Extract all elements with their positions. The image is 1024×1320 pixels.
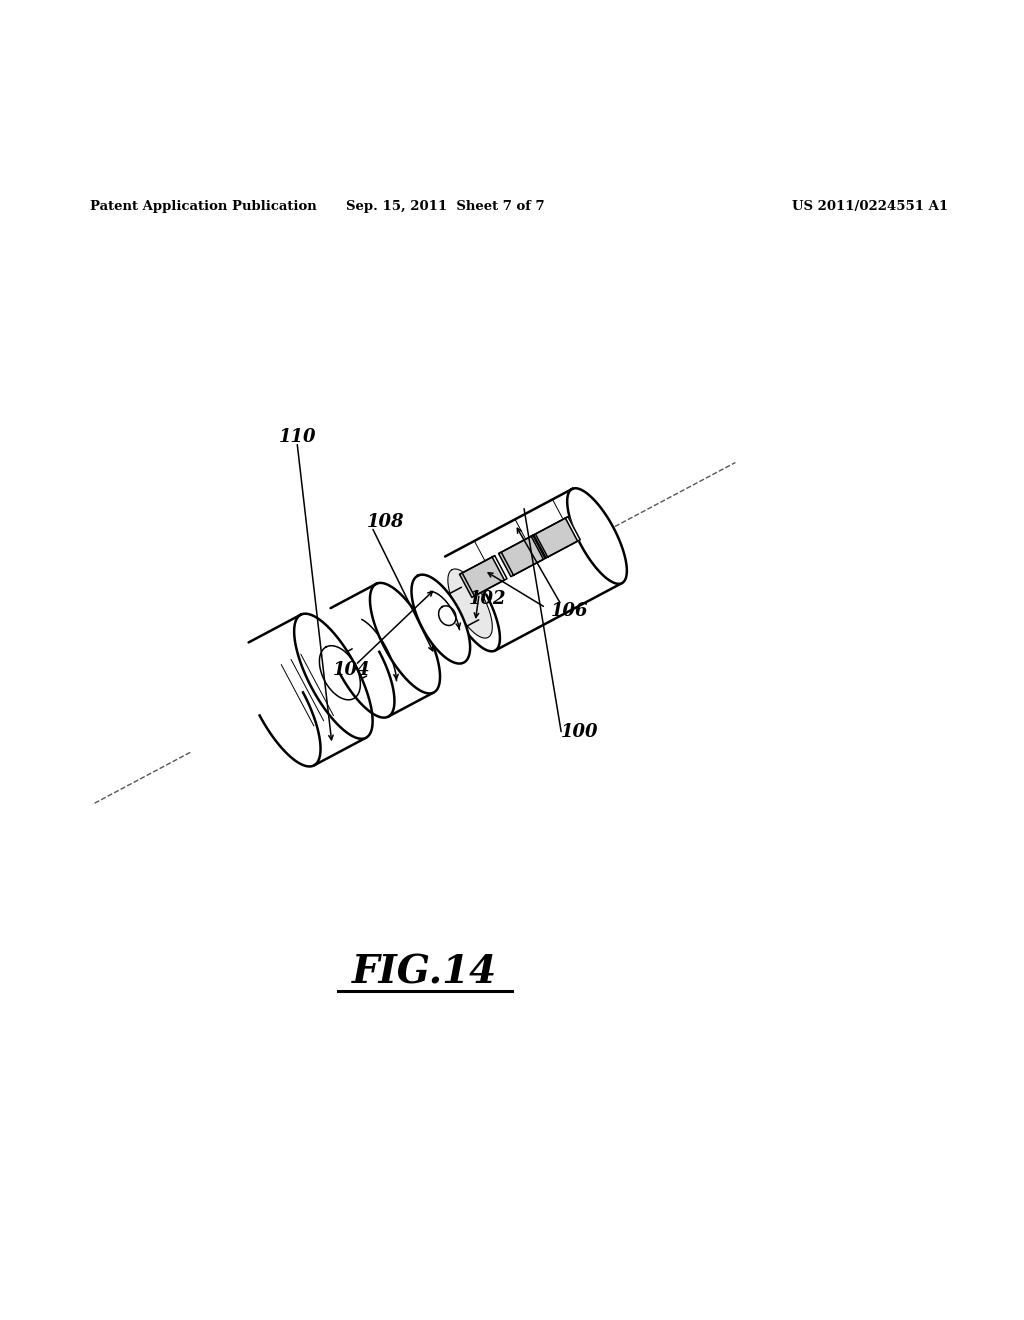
Text: FIG.14: FIG.14 <box>352 953 498 991</box>
Text: 102: 102 <box>469 590 507 607</box>
Text: 100: 100 <box>561 722 599 741</box>
Polygon shape <box>462 556 507 597</box>
Polygon shape <box>501 535 546 576</box>
Polygon shape <box>438 606 456 626</box>
Polygon shape <box>499 536 544 577</box>
Polygon shape <box>567 488 627 583</box>
Polygon shape <box>412 574 470 664</box>
Text: 108: 108 <box>367 512 404 531</box>
Polygon shape <box>532 517 578 558</box>
Text: 106: 106 <box>551 602 589 620</box>
Polygon shape <box>447 569 493 638</box>
Polygon shape <box>536 516 581 557</box>
Polygon shape <box>294 614 373 739</box>
Text: US 2011/0224551 A1: US 2011/0224551 A1 <box>793 199 948 213</box>
Text: Patent Application Publication: Patent Application Publication <box>90 199 316 213</box>
Polygon shape <box>460 557 505 598</box>
Text: 110: 110 <box>279 428 316 446</box>
Text: Sep. 15, 2011  Sheet 7 of 7: Sep. 15, 2011 Sheet 7 of 7 <box>346 199 545 213</box>
Polygon shape <box>370 583 440 693</box>
Text: 104: 104 <box>333 661 371 680</box>
